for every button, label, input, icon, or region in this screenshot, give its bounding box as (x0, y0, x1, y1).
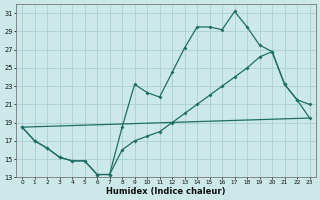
X-axis label: Humidex (Indice chaleur): Humidex (Indice chaleur) (106, 187, 226, 196)
